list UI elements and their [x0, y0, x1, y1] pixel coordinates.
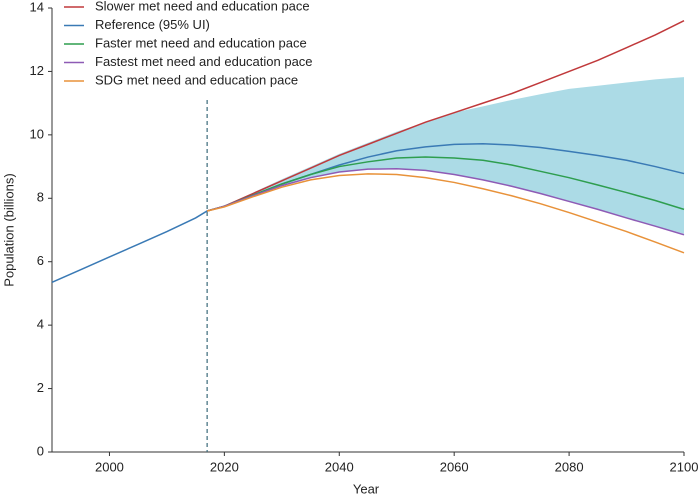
x-tick-label: 2000: [95, 459, 124, 474]
y-tick-label: 6: [37, 253, 44, 268]
series-line: [206, 156, 685, 212]
y-tick-label: 14: [30, 0, 44, 14]
x-tick-label: 2060: [440, 459, 469, 474]
y-tick-label: 2: [37, 380, 44, 395]
y-tick-label: 0: [37, 443, 44, 458]
x-tick-label: 2100: [670, 459, 699, 474]
x-tick-label: 2040: [325, 459, 354, 474]
series-line: [206, 20, 685, 212]
legend-label: Faster met need and education pace: [95, 35, 307, 50]
x-axis-label: Year: [353, 481, 380, 496]
y-tick-label: 12: [30, 63, 44, 78]
legend-label: SDG met need and education pace: [95, 72, 298, 87]
y-tick-label: 4: [37, 317, 44, 332]
series-line: [51, 142, 685, 284]
legend-label: Reference (95% UI): [95, 17, 210, 32]
x-tick-label: 2020: [210, 459, 239, 474]
y-tick-label: 10: [30, 126, 44, 141]
y-tick-label: 8: [37, 190, 44, 205]
y-axis-label: Population (billions): [1, 173, 16, 286]
legend-label: Slower met need and education pace: [95, 0, 310, 13]
x-tick-label: 2080: [555, 459, 584, 474]
series-line: [206, 168, 685, 236]
legend-label: Fastest met need and education pace: [95, 54, 313, 69]
uncertainty-band: [207, 77, 685, 234]
series-line: [206, 173, 685, 254]
